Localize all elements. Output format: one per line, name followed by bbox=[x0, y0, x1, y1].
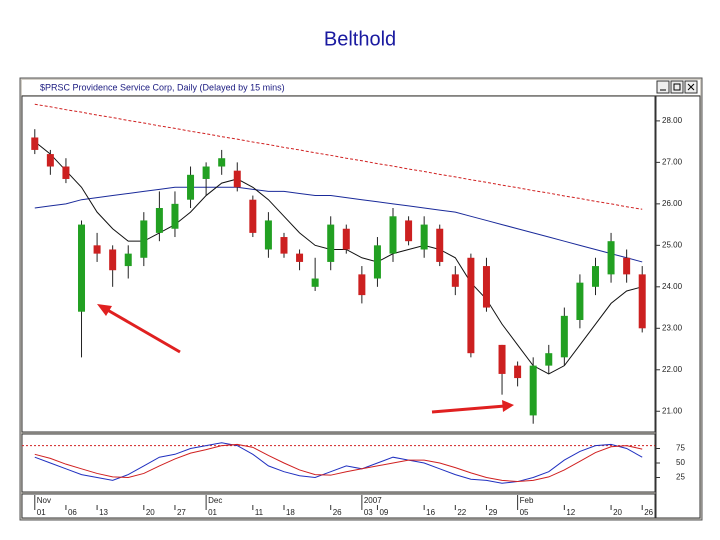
arrow-shaft bbox=[431, 404, 506, 414]
x-tick-label: 09 bbox=[379, 508, 388, 517]
candle-body bbox=[249, 199, 257, 233]
period-tick-label: Nov bbox=[37, 496, 51, 505]
y-tick-label: 26.00 bbox=[662, 199, 683, 208]
oscillator-panel bbox=[21, 433, 656, 493]
window-titlebar bbox=[22, 80, 700, 95]
candle-body bbox=[638, 274, 646, 329]
candle-body bbox=[78, 224, 86, 312]
x-tick-label: 03 bbox=[364, 508, 373, 517]
maximize-icon bbox=[673, 83, 681, 91]
moving-average bbox=[34, 141, 643, 375]
candle-body bbox=[171, 203, 179, 229]
maximize-button[interactable] bbox=[670, 80, 684, 94]
candle-body bbox=[93, 245, 101, 254]
candle-body bbox=[280, 237, 288, 254]
candle-body bbox=[31, 137, 39, 150]
candle-body bbox=[311, 278, 319, 287]
candle-body bbox=[109, 249, 117, 271]
candle-body bbox=[187, 174, 195, 200]
oscillator-line bbox=[34, 442, 643, 484]
x-tick-label: 26 bbox=[644, 508, 653, 517]
annotation-arrows bbox=[97, 304, 514, 414]
y-tick-label: 27.00 bbox=[662, 157, 683, 166]
candle-body bbox=[436, 228, 444, 262]
arrow-shaft bbox=[103, 306, 181, 354]
x-tick-label: 22 bbox=[457, 508, 466, 517]
candle-body bbox=[623, 257, 631, 275]
candle-body bbox=[296, 253, 304, 262]
x-tick-label: 05 bbox=[520, 508, 529, 517]
x-tick-label: 12 bbox=[566, 508, 575, 517]
x-tick-label: 01 bbox=[208, 508, 217, 517]
osc-tick-label: 25 bbox=[676, 473, 685, 482]
candle-body bbox=[405, 220, 413, 242]
date-axis-panel bbox=[21, 493, 656, 519]
oscillator-line bbox=[34, 443, 643, 483]
candle-body bbox=[545, 353, 553, 366]
candle-body bbox=[202, 166, 210, 179]
candle-body bbox=[451, 274, 459, 287]
x-tick-label: 20 bbox=[613, 508, 622, 517]
candle-body bbox=[264, 220, 272, 250]
x-tick-label: 29 bbox=[488, 508, 497, 517]
candle-body bbox=[124, 253, 132, 267]
window-title: $PRSC Providence Service Corp, Daily (De… bbox=[40, 82, 285, 92]
value-axis-panel bbox=[655, 95, 701, 519]
moving-average bbox=[34, 103, 643, 210]
price-panel bbox=[21, 95, 656, 433]
period-tick-label: 2007 bbox=[364, 496, 382, 505]
plot: 21.00 22.00 23.00 24.00 25.00 26.00 27.00 28.00… bbox=[22, 103, 685, 517]
osc-tick-label: 50 bbox=[676, 458, 685, 467]
candle-body bbox=[358, 274, 366, 296]
candle-body bbox=[591, 266, 599, 287]
candle-body bbox=[342, 228, 350, 250]
x-tick-label: 01 bbox=[37, 508, 46, 517]
candle-body bbox=[233, 170, 241, 188]
y-tick-label: 25.00 bbox=[662, 240, 683, 249]
arrow-head bbox=[97, 304, 112, 316]
candle-body bbox=[389, 216, 397, 254]
candle-body bbox=[62, 166, 70, 179]
moving-average bbox=[34, 186, 643, 263]
x-tick-label: 26 bbox=[333, 508, 342, 517]
candle-body bbox=[514, 365, 522, 379]
x-tick-label: 13 bbox=[99, 508, 108, 517]
candle-body bbox=[140, 220, 148, 258]
x-tick-label: 06 bbox=[68, 508, 77, 517]
candle-body bbox=[218, 158, 226, 167]
candle-body bbox=[373, 245, 381, 279]
candle-body bbox=[46, 154, 54, 167]
candle-body bbox=[467, 257, 475, 354]
minimize-button[interactable] bbox=[656, 80, 670, 94]
candle-body bbox=[498, 344, 506, 374]
candle-body bbox=[529, 365, 537, 416]
period-tick-label: Feb bbox=[520, 496, 534, 505]
period-tick-label: Dec bbox=[208, 496, 222, 505]
candle-body bbox=[607, 241, 615, 275]
x-tick-label: 16 bbox=[426, 508, 435, 517]
y-tick-label: 28.00 bbox=[662, 116, 683, 125]
candle-body bbox=[482, 266, 490, 308]
y-tick-label: 22.00 bbox=[662, 365, 683, 374]
arrow-head bbox=[502, 400, 514, 412]
x-tick-label: 11 bbox=[255, 508, 264, 517]
candle-body bbox=[420, 224, 428, 250]
y-tick-label: 23.00 bbox=[662, 323, 683, 332]
y-tick-label: 24.00 bbox=[662, 282, 683, 291]
x-tick-label: 20 bbox=[146, 508, 155, 517]
osc-tick-label: 75 bbox=[676, 444, 685, 453]
window-buttons bbox=[656, 80, 698, 94]
candle-body bbox=[576, 282, 584, 320]
candle-body bbox=[560, 315, 568, 358]
close-icon bbox=[687, 83, 695, 91]
candle-body bbox=[155, 208, 163, 233]
slide-title: Belthold bbox=[324, 28, 396, 50]
y-tick-label: 21.00 bbox=[662, 406, 683, 415]
candle-body bbox=[327, 224, 335, 262]
x-tick-label: 18 bbox=[286, 508, 295, 517]
x-tick-label: 27 bbox=[177, 508, 186, 517]
